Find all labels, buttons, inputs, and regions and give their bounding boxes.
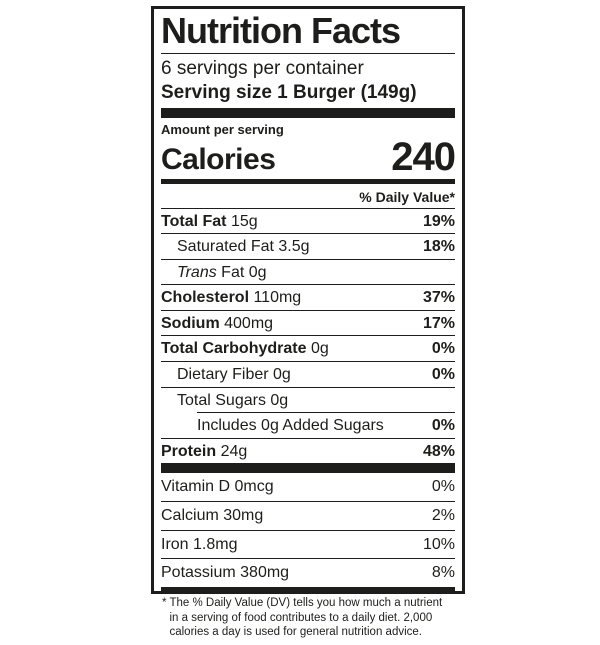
nutrient-row-saturated-fat: Saturated Fat 3.5g 18%: [161, 233, 455, 259]
servings-per-container: 6 servings per container: [161, 57, 364, 79]
nutrient-row-protein: Protein 24g 48%: [161, 437, 455, 464]
vitamin-name-amount: Potassium 380mg: [161, 564, 289, 582]
nutrient-name: Total Carbohydrate: [161, 340, 307, 358]
vitamin-amount: 1.8mg: [193, 535, 238, 553]
calories-label: Calories: [161, 143, 276, 177]
vitamin-row-vitamin-d: Vitamin D 0mcg 0%: [161, 473, 455, 501]
vitamin-name: Calcium: [161, 507, 219, 525]
nutrient-dv: 0%: [431, 366, 455, 384]
nutrient-name: Includes 0g Added Sugars: [197, 417, 384, 435]
divider-medium-footnote: [161, 586, 455, 592]
nutrient-name-amount: Total Sugars 0g: [161, 392, 288, 410]
nutrient-amount: 0g: [273, 366, 291, 384]
nutrient-name-amount: Saturated Fat 3.5g: [161, 238, 310, 256]
serving-size-line: Serving size 1 Burger (149g): [161, 80, 455, 108]
nutrient-row-added-sugars: Includes 0g Added Sugars 0%: [197, 412, 455, 438]
vitamin-dv: 8%: [431, 564, 455, 582]
vitamin-name-amount: Vitamin D 0mcg: [161, 478, 274, 496]
vitamin-row-potassium: Potassium 380mg 8%: [161, 558, 455, 587]
nutrient-dv: 0%: [431, 417, 455, 435]
daily-value-header: % Daily Value*: [161, 184, 455, 209]
nutrient-row-dietary-fiber: Dietary Fiber 0g 0%: [161, 361, 455, 387]
nutrient-row-sodium: Sodium 400mg 17%: [161, 309, 455, 336]
nutrient-name-amount: Protein 24g: [161, 443, 247, 461]
vitamin-row-iron: Iron 1.8mg 10%: [161, 529, 455, 559]
vitamin-name-amount: Calcium 30mg: [161, 507, 263, 525]
nutrient-dv: 0%: [431, 340, 455, 358]
vitamin-dv: 10%: [422, 535, 455, 553]
nutrition-facts-label: Nutrition Facts 6 servings per container…: [151, 6, 465, 638]
nutrient-row-trans-fat: Trans Fat 0g: [161, 258, 455, 285]
nutrient-amount: 24g: [220, 442, 248, 460]
page-background: Nutrition Facts 6 servings per container…: [151, 6, 465, 639]
footnote-text: The % Daily Value (DV) tells you how muc…: [169, 596, 443, 639]
nutrient-row-total-carbohydrate: Total Carbohydrate 0g 0%: [161, 335, 455, 361]
nutrient-dv: 18%: [422, 238, 455, 256]
vitamin-dv: 0%: [431, 478, 455, 496]
vitamin-amount: 0mcg: [234, 478, 274, 496]
nutrient-amount: 0g: [270, 391, 289, 409]
vitamin-amount: 380mg: [240, 564, 290, 582]
amount-per-serving-label: Amount per serving: [161, 122, 284, 138]
nutrient-name: Cholesterol: [161, 289, 250, 307]
nutrient-name: Saturated Fat: [177, 238, 274, 256]
nutrient-name-amount: Total Carbohydrate 0g: [161, 340, 329, 358]
nutrient-dv: 17%: [422, 314, 455, 332]
calories-row: Calories 240: [161, 134, 456, 179]
vitamin-name-amount: Iron 1.8mg: [161, 536, 238, 554]
vitamin-name: Potassium: [161, 564, 236, 582]
nutrient-dv: 48%: [422, 442, 455, 460]
nutrient-row-total-sugars: Total Sugars 0g: [161, 386, 455, 413]
nutrient-name: Dietary Fiber: [177, 366, 269, 384]
vitamin-name: Vitamin D: [161, 478, 231, 496]
serving-size-value: 1 Burger (149g): [277, 82, 417, 104]
nutrient-name: Total Sugars: [177, 391, 266, 409]
vitamin-amount: 30mg: [223, 507, 264, 525]
nutrient-name-amount: Dietary Fiber 0g: [161, 366, 291, 384]
vitamin-name: Iron: [161, 535, 189, 553]
nutrient-amount: 400mg: [224, 314, 274, 332]
nutrient-name-amount: Trans Fat 0g: [161, 264, 267, 282]
nutrient-amount: 3.5g: [278, 238, 310, 256]
nutrient-dv: 19%: [422, 212, 455, 230]
footnote-asterisk: *: [162, 596, 167, 609]
nutrient-amount: 110mg: [253, 289, 302, 307]
nutrient-name-amount: Cholesterol 110mg: [161, 289, 301, 307]
nutrient-name-amount: Sodium 400mg: [161, 315, 273, 333]
serving-size-label: Serving size: [161, 82, 272, 104]
label-title: Nutrition Facts: [161, 11, 455, 54]
nutrient-amount: 15g: [230, 212, 258, 230]
vitamin-dv: 2%: [431, 507, 455, 525]
nutrient-name: Total Fat: [161, 212, 227, 230]
nutrient-name: Trans: [177, 263, 217, 281]
nutrient-row-total-fat: Total Fat 15g 19%: [161, 209, 455, 234]
nutrient-name-amount: Total Fat 15g: [161, 213, 258, 231]
nutrient-amount: Fat 0g: [221, 263, 267, 281]
calories-value: 240: [391, 134, 456, 179]
nutrient-name: Sodium: [161, 314, 220, 332]
divider-medium-calories: [161, 178, 455, 184]
nutrient-name-amount: Includes 0g Added Sugars: [197, 417, 384, 435]
vitamin-row-calcium: Calcium 30mg 2%: [161, 501, 455, 530]
nutrient-name: Protein: [161, 442, 217, 460]
divider-thick-top: [161, 108, 455, 119]
nutrient-row-cholesterol: Cholesterol 110mg 37%: [161, 284, 455, 310]
divider-thick-protein: [161, 463, 455, 474]
nutrient-amount: 0g: [310, 340, 329, 358]
nutrient-dv: 37%: [422, 289, 455, 307]
